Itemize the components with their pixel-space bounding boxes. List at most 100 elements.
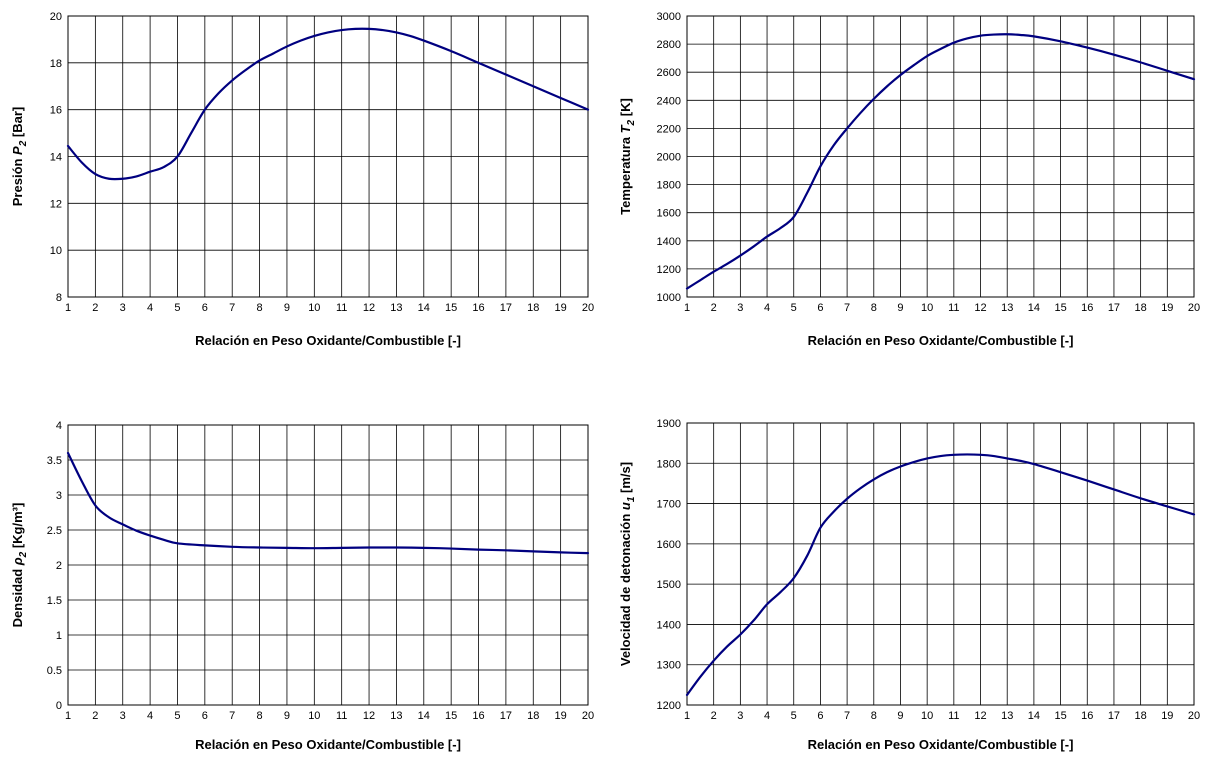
y-tick-label: 1600 [657, 208, 681, 220]
x-tick-label: 5 [174, 302, 180, 314]
x-tick-label: 3 [737, 710, 743, 722]
x-tick-label: 5 [791, 710, 797, 722]
series-line [68, 453, 588, 553]
x-tick-label: 16 [1081, 302, 1093, 314]
x-tick-label: 14 [418, 302, 430, 314]
plot-area-frame [687, 423, 1194, 705]
x-tick-label: 9 [897, 710, 903, 722]
x-tick-label: 7 [844, 302, 850, 314]
x-tick-label: 19 [1161, 710, 1173, 722]
x-tick-label: 5 [174, 710, 180, 722]
x-tick-label: 15 [445, 302, 457, 314]
y-tick-label: 12 [50, 198, 62, 210]
y-tick-label: 0.5 [47, 665, 62, 677]
y-tick-label: 16 [50, 105, 62, 117]
y-axis-label-unit: [Bar] [10, 107, 25, 141]
x-tick-label: 16 [1081, 710, 1093, 722]
x-tick-label: 14 [1028, 302, 1040, 314]
x-tick-label: 12 [363, 302, 375, 314]
x-tick-label: 7 [229, 302, 235, 314]
y-tick-label: 2000 [657, 152, 681, 164]
y-axis-label-variable: u [618, 502, 633, 510]
y-tick-label: 3 [56, 490, 62, 502]
y-tick-label: 18 [50, 58, 62, 70]
x-tick-label: 19 [555, 710, 567, 722]
series-line [687, 454, 1194, 695]
y-tick-label: 8 [56, 292, 62, 304]
y-axis-label-variable: P [10, 146, 25, 155]
x-tick-label: 6 [817, 710, 823, 722]
y-tick-label: 1800 [657, 458, 681, 470]
chart-3: 1 2 3 4 5 6 7 8 9 10 11 12 13 14 15 16 17 18 19 2000.511.52… [10, 420, 594, 752]
x-tick-label: 10 [921, 710, 933, 722]
x-tick-label: 13 [390, 302, 402, 314]
chart-2: 1 2 3 4 5 6 7 8 9 10 11 12 13 14 15 16 17 18 19 20100012001… [618, 11, 1200, 348]
x-axis-label: Relación en Peso Oxidante/Combustible [-… [808, 333, 1074, 348]
x-tick-label: 17 [1108, 710, 1120, 722]
x-tick-label: 2 [92, 302, 98, 314]
x-tick-label: 15 [1054, 710, 1066, 722]
x-tick-label: 1 [65, 302, 71, 314]
x-tick-label: 18 [527, 302, 539, 314]
x-tick-label: 12 [974, 710, 986, 722]
y-tick-label: 1300 [657, 660, 681, 672]
x-tick-label: 7 [229, 710, 235, 722]
y-axis-label-text: Temperatura [618, 133, 633, 214]
y-axis-label: Temperatura T2 [K] [618, 98, 637, 215]
x-axis-label: Relación en Peso Oxidante/Combustible [-… [195, 333, 461, 348]
y-tick-label: 2800 [657, 39, 681, 51]
y-tick-label: 2.5 [47, 525, 62, 537]
x-tick-label: 20 [582, 710, 594, 722]
x-tick-label: 2 [711, 710, 717, 722]
x-tick-label: 13 [390, 710, 402, 722]
x-tick-label: 20 [582, 302, 594, 314]
y-tick-label: 2200 [657, 123, 681, 135]
x-tick-label: 10 [308, 302, 320, 314]
x-tick-label: 11 [948, 710, 959, 722]
x-axis-label: Relación en Peso Oxidante/Combustible [-… [808, 737, 1074, 752]
chart-4: 1 2 3 4 5 6 7 8 9 10 11 12 13 14 15 16 17 18 19 20120013001… [618, 418, 1200, 752]
y-tick-label: 1200 [657, 264, 681, 276]
x-tick-label: 1 [65, 710, 71, 722]
x-tick-label: 6 [817, 302, 823, 314]
y-tick-label: 1900 [657, 418, 681, 430]
y-tick-label: 1800 [657, 180, 681, 192]
y-tick-label: 3000 [657, 11, 681, 23]
x-tick-label: 8 [257, 710, 263, 722]
x-tick-label: 10 [308, 710, 320, 722]
x-tick-label: 9 [284, 302, 290, 314]
y-tick-label: 2400 [657, 95, 681, 107]
y-tick-label: 1200 [657, 700, 681, 712]
x-tick-label: 9 [284, 710, 290, 722]
x-tick-label: 18 [1135, 710, 1147, 722]
x-tick-label: 12 [363, 710, 375, 722]
x-tick-label: 2 [92, 710, 98, 722]
y-tick-label: 1600 [657, 539, 681, 551]
y-tick-label: 1 [56, 630, 62, 642]
x-tick-label: 4 [764, 302, 770, 314]
x-tick-label: 17 [500, 302, 512, 314]
x-tick-label: 3 [120, 710, 126, 722]
y-axis-label: Densidad ρ2 [Kg/m³] [10, 503, 29, 628]
x-tick-label: 6 [202, 710, 208, 722]
y-axis-label-text: Presión [10, 155, 25, 206]
x-tick-label: 12 [974, 302, 986, 314]
x-tick-label: 13 [1001, 302, 1013, 314]
x-tick-label: 4 [147, 302, 153, 314]
y-tick-label: 1400 [657, 236, 681, 248]
x-tick-label: 15 [445, 710, 457, 722]
y-axis-label-text: Densidad [10, 565, 25, 627]
x-tick-label: 14 [418, 710, 430, 722]
x-tick-label: 5 [791, 302, 797, 314]
x-tick-label: 4 [147, 710, 153, 722]
y-tick-label: 1700 [657, 499, 681, 511]
x-tick-label: 3 [737, 302, 743, 314]
y-axis-label-unit: [K] [618, 98, 633, 120]
x-tick-label: 1 [684, 710, 690, 722]
y-axis-label-variable: ρ [10, 557, 25, 566]
y-tick-label: 1400 [657, 619, 681, 631]
x-tick-label: 11 [336, 302, 347, 314]
y-axis-label: Velocidad de detonación u1 [m/s] [618, 462, 637, 666]
y-tick-label: 10 [50, 245, 62, 257]
